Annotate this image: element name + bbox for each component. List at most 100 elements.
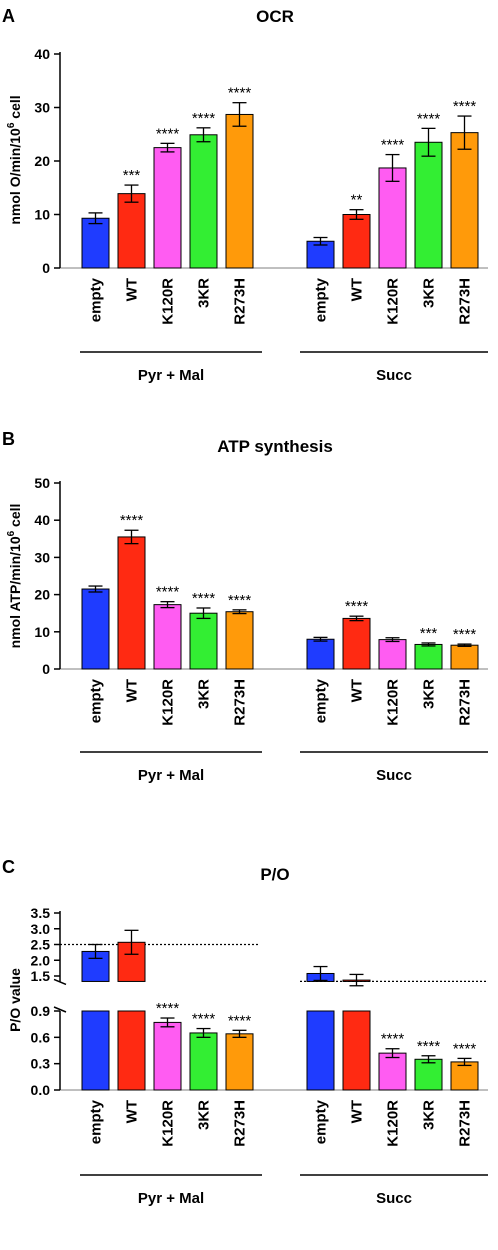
y-tick-label: 2.5 bbox=[31, 937, 51, 953]
significance-label: **** bbox=[192, 590, 216, 607]
y-tick-label: 0.6 bbox=[31, 1029, 51, 1045]
significance-label: **** bbox=[228, 1012, 252, 1029]
bar-3kr bbox=[414, 643, 443, 670]
y-tick-label: 0 bbox=[42, 661, 50, 677]
category-label-empty: empty bbox=[313, 678, 330, 723]
y-tick-label: 0.3 bbox=[31, 1056, 51, 1072]
significance-label: **** bbox=[453, 1040, 477, 1057]
category-label-wt: WT bbox=[124, 679, 141, 702]
bar-empty bbox=[81, 588, 110, 670]
significance-label: ** bbox=[351, 192, 363, 209]
bar-3kr bbox=[189, 1032, 218, 1091]
category-label-empty: empty bbox=[88, 277, 105, 322]
category-label-r273h: R273H bbox=[457, 278, 474, 325]
bar-r273h bbox=[225, 1033, 254, 1091]
bar-k120r bbox=[153, 604, 182, 670]
category-label-k120r: K120R bbox=[160, 278, 177, 325]
y-tick-label: 1.5 bbox=[31, 968, 51, 984]
chart-title: P/O bbox=[260, 865, 289, 884]
chart-title: OCR bbox=[256, 7, 294, 26]
bar-3kr bbox=[189, 612, 218, 670]
bar-wt bbox=[342, 617, 371, 670]
significance-label: **** bbox=[156, 125, 180, 142]
category-label-empty: empty bbox=[88, 1099, 105, 1144]
group-label: Pyr + Mal bbox=[138, 1190, 204, 1207]
y-tick-label: 0.0 bbox=[31, 1082, 51, 1098]
category-label-r273h: R273H bbox=[232, 679, 249, 726]
y-tick-label: 10 bbox=[34, 207, 50, 223]
category-label-k120r: K120R bbox=[385, 1100, 402, 1147]
significance-label: **** bbox=[345, 598, 369, 615]
y-tick-label: 50 bbox=[34, 475, 50, 491]
chart-title: ATP synthesis bbox=[217, 437, 333, 456]
category-label-k120r: K120R bbox=[385, 679, 402, 726]
y-tick-label: 2.0 bbox=[31, 952, 51, 968]
significance-label: **** bbox=[453, 98, 477, 115]
category-label-3kr: 3KR bbox=[421, 679, 438, 709]
panel-label: B bbox=[2, 429, 15, 449]
bar-wt bbox=[117, 193, 146, 269]
category-label-k120r: K120R bbox=[160, 679, 177, 726]
bar-r273h bbox=[225, 611, 254, 670]
category-label-wt: WT bbox=[349, 1100, 366, 1123]
bar-wt bbox=[342, 214, 371, 269]
bar-wt-lower bbox=[342, 1010, 371, 1091]
bar-empty bbox=[306, 638, 335, 670]
y-axis-label: nmol ATP/min/106 cell bbox=[6, 504, 23, 649]
category-label-3kr: 3KR bbox=[421, 1100, 438, 1130]
significance-label: **** bbox=[417, 110, 441, 127]
y-axis-label: P/O value bbox=[7, 968, 23, 1032]
y-tick-label: 20 bbox=[34, 587, 50, 603]
category-label-empty: empty bbox=[313, 277, 330, 322]
group-label: Succ bbox=[376, 367, 412, 384]
significance-label: *** bbox=[123, 167, 141, 184]
group-label: Succ bbox=[376, 767, 412, 784]
category-label-3kr: 3KR bbox=[421, 278, 438, 308]
category-label-empty: empty bbox=[88, 678, 105, 723]
category-label-r273h: R273H bbox=[232, 1100, 249, 1147]
category-label-r273h: R273H bbox=[232, 278, 249, 325]
y-tick-label: 3.0 bbox=[31, 921, 51, 937]
bar-r273h bbox=[225, 113, 254, 269]
group-label: Pyr + Mal bbox=[138, 367, 204, 384]
category-label-3kr: 3KR bbox=[196, 679, 213, 709]
category-label-r273h: R273H bbox=[457, 1100, 474, 1147]
significance-label: **** bbox=[417, 1038, 441, 1055]
significance-label: **** bbox=[228, 592, 252, 609]
significance-label: **** bbox=[120, 512, 144, 529]
category-label-k120r: K120R bbox=[160, 1100, 177, 1147]
bar-r273h bbox=[450, 1061, 479, 1091]
bar-r273h bbox=[450, 132, 479, 269]
bar-k120r bbox=[378, 639, 407, 670]
y-axis-label: nmol O/min/106 cell bbox=[6, 95, 23, 224]
bar-3kr bbox=[414, 1058, 443, 1091]
significance-label: **** bbox=[381, 137, 405, 154]
axis-break-mark bbox=[53, 1006, 67, 1013]
category-label-wt: WT bbox=[349, 679, 366, 702]
bar-empty-lower bbox=[81, 1010, 110, 1091]
category-label-wt: WT bbox=[124, 278, 141, 301]
group-label: Succ bbox=[376, 1190, 412, 1207]
panel-label: C bbox=[2, 857, 15, 877]
significance-label: **** bbox=[192, 110, 216, 127]
bar-empty-lower bbox=[306, 1010, 335, 1091]
bar-k120r bbox=[378, 1052, 407, 1091]
panel-label: A bbox=[2, 6, 15, 26]
significance-label: **** bbox=[381, 1031, 405, 1048]
category-label-3kr: 3KR bbox=[196, 1100, 213, 1130]
bar-k120r bbox=[378, 167, 407, 269]
bar-k120r bbox=[153, 147, 182, 269]
significance-label: **** bbox=[192, 1011, 216, 1028]
bar-wt bbox=[117, 536, 146, 670]
y-tick-label: 0.9 bbox=[31, 1003, 51, 1019]
category-label-3kr: 3KR bbox=[196, 278, 213, 308]
significance-label: **** bbox=[453, 626, 477, 643]
y-tick-label: 40 bbox=[34, 46, 50, 62]
bar-empty bbox=[81, 217, 110, 269]
y-tick-label: 20 bbox=[34, 153, 50, 169]
y-tick-label: 3.5 bbox=[31, 905, 51, 921]
group-label: Pyr + Mal bbox=[138, 767, 204, 784]
category-label-empty: empty bbox=[313, 1099, 330, 1144]
significance-label: **** bbox=[156, 584, 180, 601]
